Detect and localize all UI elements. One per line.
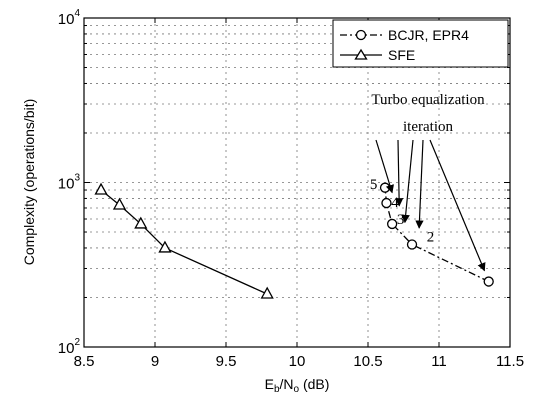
iteration-label: 3 [397,212,405,228]
legend-marker-bcjr [355,29,367,41]
y-tick-label-exponent: 4 [74,8,80,19]
x-axis-label-unit: (dB) [299,376,329,392]
series-layer [94,182,494,299]
iteration-label: 2 [427,229,435,245]
data-point-bcjr [381,197,392,209]
y-tick-label-exponent: 3 [74,173,80,184]
x-axis-label-mid: /N [280,376,294,392]
y-tick-label-exponent: 2 [74,337,80,348]
legend: BCJR, EPR4 SFE [332,19,509,68]
y-axis-label: Complexity (operations/bit) [21,99,37,266]
legend-label-bcjr: BCJR, EPR4 [388,27,469,43]
y-tick-label: 102 [58,337,81,357]
y-tick-label-base: 10 [58,11,75,28]
x-axis-label-sub2: o [294,384,300,395]
y-tick-label: 104 [58,8,81,28]
data-point-bcjr [386,218,398,230]
annotation-arrow [394,139,404,207]
x-tick-label: 11.5 [496,353,524,370]
legend-label-sfe: SFE [388,47,415,63]
x-tick-label: 11 [431,353,447,370]
data-point-sfe [260,286,274,299]
annotation-title: Turbo equalization [371,92,485,108]
data-point-sfe [94,182,108,195]
annotation-arrow [429,139,486,272]
data-point-sfe [112,197,127,210]
x-axis-label-sub1: b [274,384,280,395]
x-tick-label: 10.5 [353,353,382,370]
iteration-label: 5 [370,177,378,193]
x-tick-label: 9.5 [216,353,237,370]
data-point-bcjr [406,239,418,250]
x-axis-label-main: E [265,376,274,392]
iteration-label: 4 [391,195,399,211]
x-axis-label: Eb/No (dB) [265,376,330,395]
y-tick-label-base: 10 [58,176,75,193]
x-tick-label: 9 [151,353,159,370]
data-point-sfe [134,216,148,229]
annotation-arrow [401,139,414,224]
x-tick-label: 10 [289,353,306,370]
data-point-sfe [158,240,172,253]
annotation-arrow [375,139,394,194]
annotation-arrow [415,139,424,229]
data-point-bcjr [379,182,391,193]
annotation-subtitle: iteration [403,119,453,135]
ticks [83,18,511,347]
y-tick-label: 103 [58,173,81,193]
x-tick-label: 8.5 [74,353,95,370]
annotation-layer: Turbo equalization iteration 543 2 [370,92,486,272]
legend-marker-sfe [354,48,368,60]
x-tick-labels: 8.5 9 9.5 10 10.5 11 11.5 [74,353,524,370]
data-point-bcjr [483,276,494,287]
y-tick-label-base: 10 [58,340,75,357]
